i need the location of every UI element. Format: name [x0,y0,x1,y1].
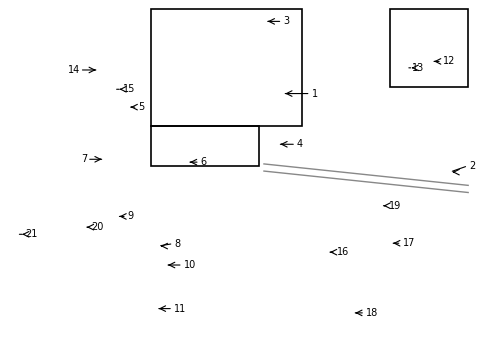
Text: 6: 6 [201,157,206,167]
Text: 1: 1 [311,89,317,99]
Text: 2: 2 [468,161,474,171]
Text: 20: 20 [91,222,103,232]
Text: 14: 14 [68,65,81,75]
Text: 8: 8 [174,239,180,249]
Text: 18: 18 [366,308,378,318]
Text: 11: 11 [174,303,186,314]
Bar [151,9,301,126]
Text: 16: 16 [336,247,348,257]
Text: 7: 7 [81,154,88,164]
Text: 4: 4 [296,139,303,149]
Text: 3: 3 [283,17,289,26]
Text: 13: 13 [411,63,423,73]
Text: 15: 15 [122,84,135,94]
Bar [389,9,467,87]
Text: 21: 21 [26,229,38,239]
Text: 19: 19 [388,201,401,211]
Text: 10: 10 [183,260,196,270]
Text: 5: 5 [138,102,144,112]
Text: 17: 17 [402,238,414,248]
Bar [151,126,259,166]
Text: 9: 9 [127,211,134,221]
Text: 12: 12 [442,57,454,66]
